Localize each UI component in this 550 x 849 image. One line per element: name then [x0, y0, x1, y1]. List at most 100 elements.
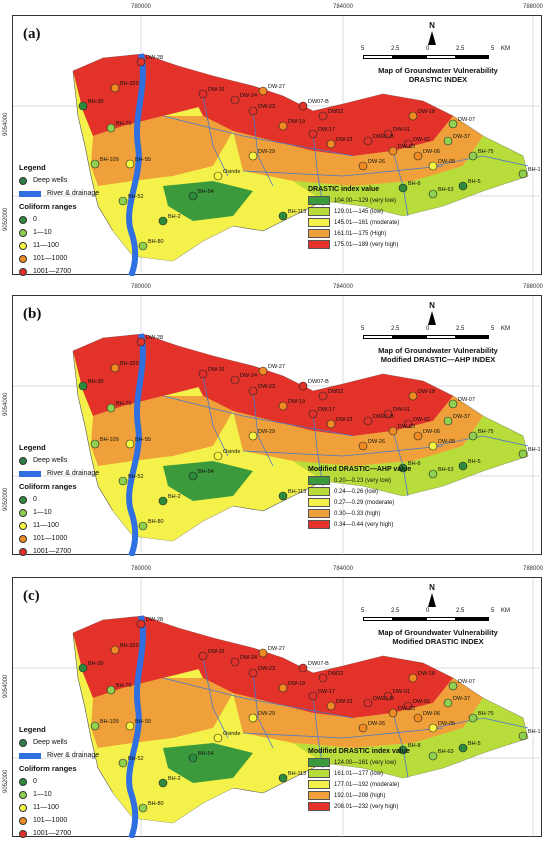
well-marker	[125, 159, 135, 169]
well-label: DW22	[328, 389, 344, 395]
well-marker	[230, 95, 240, 105]
well-label: DW-05	[438, 721, 456, 727]
scale-label: 2.5	[391, 46, 400, 52]
x-tick-label: 788000	[522, 284, 544, 290]
well-label: DW-24	[240, 655, 258, 661]
well-marker	[118, 196, 128, 206]
well-marker	[110, 83, 120, 93]
well-label: DW-06	[423, 429, 441, 435]
well-label: DW-05	[438, 159, 456, 165]
north-label: N	[429, 583, 435, 592]
well-marker	[78, 663, 88, 673]
river-swatch	[19, 470, 41, 477]
well-marker	[403, 139, 413, 149]
class-label: 124.00—161 (very low)	[334, 759, 397, 766]
well-label: BH-320	[120, 361, 139, 367]
well-label: DW-27	[268, 84, 286, 90]
well-label: BH-109	[100, 719, 119, 725]
scale-segment	[393, 617, 426, 621]
north-arrow: N	[425, 301, 439, 325]
well-marker	[278, 211, 288, 221]
well-marker	[443, 136, 453, 146]
deep-well-icon	[19, 176, 27, 185]
scale-label: 5	[361, 326, 365, 332]
well-label: BH-75	[478, 149, 494, 155]
well-marker	[318, 673, 328, 683]
legend: Legend Deep wells River & drainage Coliform…	[19, 161, 99, 278]
well-marker	[318, 111, 328, 121]
well-marker	[110, 363, 120, 373]
well-marker	[458, 461, 468, 471]
coliform-entry: 101—1000	[19, 814, 99, 827]
coliform-label: 101—1000	[33, 817, 68, 824]
well-marker	[383, 409, 393, 419]
well-label: BH-2	[168, 494, 181, 500]
vulnerability-zone	[91, 396, 233, 466]
coliform-dot	[19, 803, 27, 812]
well-label: DW-19	[288, 399, 306, 405]
well-marker	[468, 151, 478, 161]
vulnerability-zone	[91, 116, 233, 186]
scale-segment	[393, 55, 426, 59]
legend: Legend Deep wells River & drainage Coliform…	[19, 723, 99, 840]
legend-label: Deep wells	[33, 739, 68, 746]
well-marker	[358, 723, 368, 733]
drainage-line	[432, 717, 529, 729]
well-label: DW-06	[423, 149, 441, 155]
well-marker	[428, 189, 438, 199]
legend-label: Deep wells	[33, 177, 68, 184]
class-label: 129.01—145 (low)	[334, 208, 384, 215]
well-marker	[468, 431, 478, 441]
north-arrow: N	[425, 583, 439, 607]
well-marker	[408, 673, 418, 683]
well-label: DW-24	[240, 373, 258, 379]
class-label: 161.01—177 (low)	[334, 770, 384, 777]
well-marker	[125, 721, 135, 731]
map-title-line: DRASTIC INDEX	[408, 75, 468, 84]
well-marker	[518, 731, 528, 741]
well-label: BH-52	[128, 194, 144, 200]
legend-deep-wells: Deep wells	[19, 454, 99, 467]
class-label: 0.34—0.44 (very high)	[334, 521, 394, 528]
scale-label: 5	[491, 46, 495, 52]
class-legend: Modified DRASTIC—AHP value 0.20—0.23 (ver…	[308, 466, 411, 530]
well-marker	[138, 241, 148, 251]
well-marker	[138, 803, 148, 813]
well-marker	[110, 645, 120, 655]
map-title-line: Map of Groundwater Vulnerability	[378, 628, 498, 637]
coliform-dot	[19, 829, 27, 838]
well-marker	[278, 401, 288, 411]
coliform-dot	[19, 547, 27, 556]
well-label: BH-S5	[135, 719, 152, 725]
well-label: DW-23	[258, 104, 276, 110]
well-marker	[248, 713, 258, 723]
class-swatch	[308, 780, 330, 789]
well-label: DW-02	[413, 417, 431, 423]
coliform-dot	[19, 215, 27, 224]
well-marker	[408, 111, 418, 121]
well-marker	[78, 381, 88, 391]
coliform-label: 1—10	[33, 791, 52, 798]
scale-segment	[393, 335, 426, 339]
well-marker	[326, 139, 336, 149]
well-marker	[518, 449, 528, 459]
deep-well-icon	[19, 456, 27, 465]
legend-label: River & drainage	[47, 190, 100, 197]
well-label: DW-26	[368, 159, 386, 165]
well-label: DW-26	[368, 721, 386, 727]
well-marker	[230, 375, 240, 385]
coliform-dot	[19, 816, 27, 825]
well-label: BH-54	[198, 469, 214, 475]
legend-title: Legend	[19, 725, 46, 734]
map-title-line: Map of Groundwater Vulnerability	[378, 346, 498, 355]
well-marker	[158, 496, 168, 506]
well-label: DW-03	[398, 706, 416, 712]
well-label: DW07-B	[308, 99, 329, 105]
well-marker	[458, 743, 468, 753]
well-marker	[408, 391, 418, 401]
well-marker	[278, 491, 288, 501]
scale-segment	[426, 335, 456, 339]
well-marker	[428, 751, 438, 761]
well-label: BH-63	[438, 187, 454, 193]
vulnerability-map	[13, 16, 543, 276]
